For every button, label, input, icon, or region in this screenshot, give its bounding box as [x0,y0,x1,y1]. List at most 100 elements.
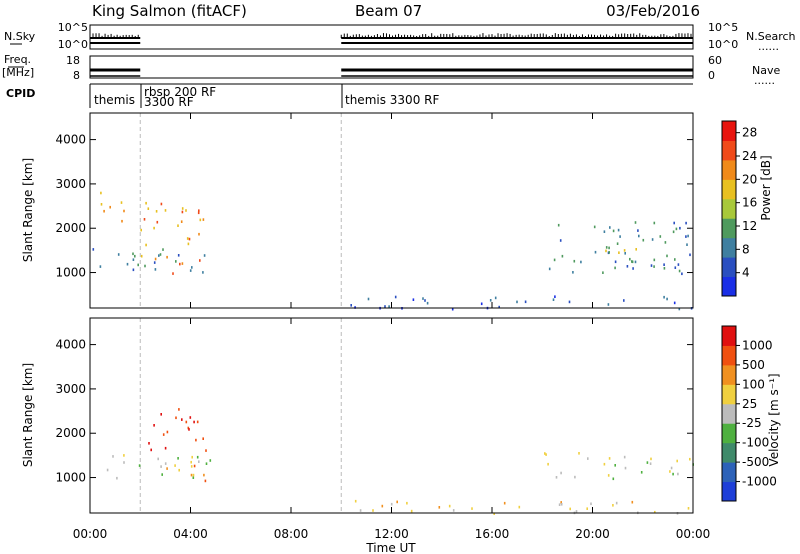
range-cell [616,242,619,245]
range-cell [617,228,620,232]
range-cell [350,304,352,307]
range-cell [560,471,562,475]
range-cell [679,226,681,230]
range-cell [612,504,614,507]
range-cell [677,472,679,476]
x-tick-label: 00:00 [73,527,108,541]
range-cell [666,254,668,258]
range-cell [161,473,163,476]
velocity-panel: 1000 2000 3000 4000 Slant Range [km] 1000 50… [21,317,781,515]
range-cell [480,302,483,306]
range-cell [120,201,123,204]
range-cell [557,223,560,227]
colorbar-segment [722,345,736,366]
range-cell [154,268,157,271]
range-cell [198,209,200,212]
colorbar-segment [722,442,736,463]
range-cell [544,452,546,455]
range-cell [650,264,653,267]
nsearch-tick-top: 10^5 [708,21,738,34]
range-cell [689,253,691,257]
colorbar-tick-label: 100 [742,377,765,391]
range-cell [367,297,370,301]
range-cell [609,226,611,229]
range-cell [197,211,200,215]
x-axis-label: Time UT [365,541,416,554]
range-cell [560,503,563,506]
range-cell [174,464,176,467]
range-cell [160,413,162,416]
range-cell [623,249,626,252]
range-cell [605,249,607,253]
range-cell [448,504,451,508]
range-cell [438,506,441,509]
range-cell [199,259,201,262]
range-cell [689,457,691,461]
range-cell [659,235,662,238]
range-cell [524,300,527,304]
colorbar-segment [722,159,736,180]
range-cell [672,472,674,476]
range-cell [190,460,192,464]
range-cell [673,301,676,305]
range-cell [678,269,681,273]
range-cell [186,237,189,240]
range-cell [637,229,639,232]
range-cell [384,305,386,308]
station-title: King Salmon (fitACF) [92,2,247,20]
range-cell [147,207,150,210]
y-tick-label: 1000 [55,471,86,485]
range-cell [573,259,576,263]
range-cell [192,476,195,479]
nsky-tick-top: 10^5 [58,21,88,34]
range-cell [642,238,645,242]
range-cell [189,416,192,419]
freq-tick-top: 18 [66,54,80,67]
range-cell [178,408,180,411]
range-cell [612,477,615,481]
freq-strip: Freq. [MHz] 18 8 60 0 Nave ...... [2,53,780,87]
colorbar-tick-label: 4 [742,266,750,280]
y-tick-label: 3000 [55,177,86,191]
cpid-themis-1: themis [94,93,135,107]
range-cell [452,509,455,512]
range-cell [649,462,652,465]
range-cell [154,257,157,261]
colorbar-segment [722,364,736,385]
range-cell [653,265,655,268]
range-cell [603,462,606,466]
range-cell [166,467,168,470]
colorbar-segment [722,384,736,405]
range-cell [390,502,393,506]
range-cell [552,298,555,301]
range-cell [675,227,678,231]
range-cell [117,253,120,256]
colorbar-tick-label: 20 [742,172,757,186]
range-cell [424,299,426,302]
range-cell [181,210,184,214]
colorbar-segment [722,257,736,278]
colorbar-segment [722,140,736,161]
range-cell [160,202,163,206]
range-cell [574,475,576,479]
range-cell [159,253,162,256]
nsearch-tick-bottom: 10^0 [708,38,738,51]
range-cell [199,218,202,222]
colorbar-tick-label: -1000 [742,475,777,489]
range-cell [188,237,191,241]
range-cell [177,254,180,257]
colorbar-segment [722,121,736,141]
range-cell [686,243,688,246]
range-cell [153,226,155,230]
range-cell [126,262,129,266]
range-cell [602,271,604,274]
range-cell [153,424,155,427]
range-cell [148,442,150,445]
range-cell [663,267,666,270]
y-tick-label: 2000 [55,426,86,440]
range-cell [92,248,95,251]
range-cell [191,266,193,269]
x-tick-label: 12:00 [374,527,409,541]
range-cell [607,474,610,477]
velocity-colorbar: 1000 500 100 25 -25 -100 -500 -1000 [721,325,777,502]
